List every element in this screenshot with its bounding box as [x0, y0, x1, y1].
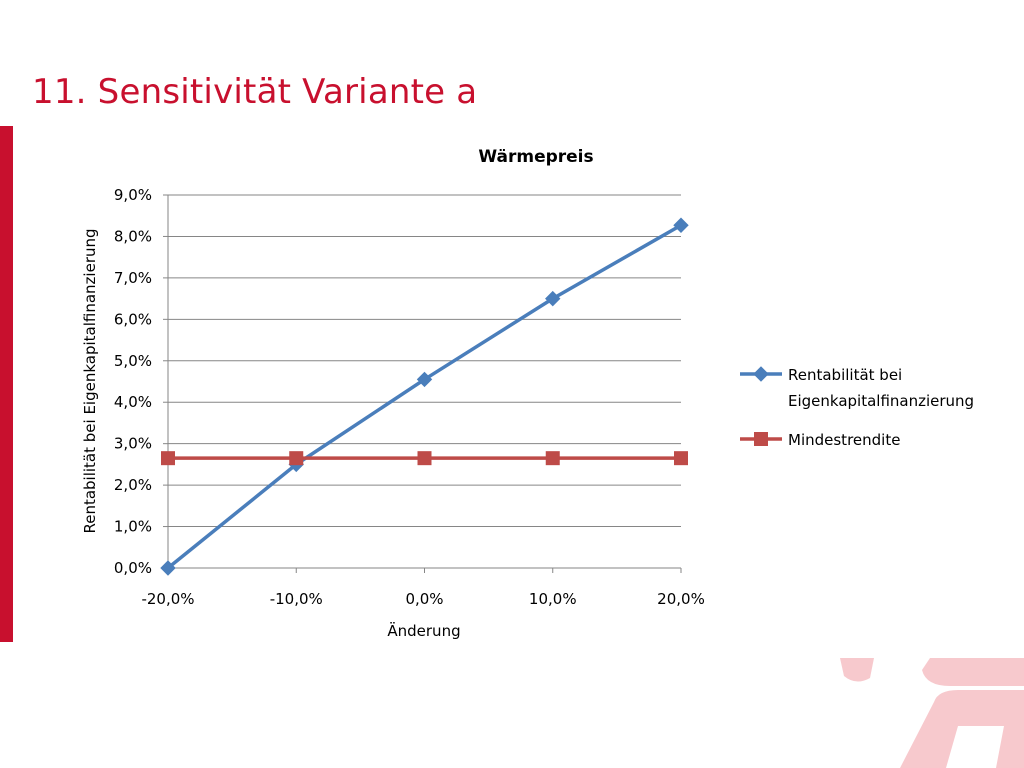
legend-label: Mindestrendite	[788, 431, 900, 449]
x-axis-label: Änderung	[387, 621, 460, 640]
legend-marker	[754, 432, 768, 446]
data-point	[417, 451, 432, 466]
y-tick-label: 1,0%	[114, 518, 152, 536]
series-line	[166, 223, 682, 570]
y-tick-label: 8,0%	[114, 227, 152, 245]
y-tick-label: 9,0%	[114, 186, 152, 204]
gridlines	[168, 194, 681, 528]
y-tick-label: 7,0%	[114, 269, 152, 287]
x-tick-label: 10,0%	[529, 590, 577, 608]
x-axis-ticks: -20,0% -10,0% 0,0% 10,0% 20,0%	[141, 568, 705, 608]
y-tick-label: 5,0%	[114, 352, 152, 370]
legend-label: Rentabilität bei	[788, 366, 902, 384]
y-tick-label: 3,0%	[114, 435, 152, 453]
legend-entry: Mindestrendite	[740, 431, 900, 449]
legend-marker	[753, 366, 769, 382]
y-tick-label: 4,0%	[114, 393, 152, 411]
data-point	[674, 451, 688, 466]
data-point	[161, 451, 175, 466]
x-tick-label: -10,0%	[270, 590, 323, 608]
data-point	[160, 560, 176, 576]
series-lines	[160, 217, 689, 576]
accent-bar	[0, 126, 13, 642]
x-tick-label: -20,0%	[141, 590, 194, 608]
brand-logo-fragment	[840, 658, 1024, 768]
legend-label: Eigenkapitalfinanzierung	[788, 392, 974, 410]
data-point	[673, 217, 689, 233]
data-point	[416, 371, 433, 388]
chart-title: Wärmepreis	[478, 147, 593, 167]
y-tick-label: 0,0%	[114, 559, 152, 577]
y-tick-label: 2,0%	[114, 476, 152, 494]
series-rentabilitaet	[160, 217, 689, 576]
y-tick-label: 6,0%	[114, 310, 152, 328]
series-mindestrendite	[161, 451, 688, 466]
y-axis-label: Rentabilität bei Eigenkapitalfinanzierun…	[81, 228, 99, 533]
legend: Rentabilität bei Eigenkapitalfinanzierung…	[740, 366, 974, 449]
x-tick-label: 0,0%	[405, 590, 443, 608]
y-axis-ticks: 0,0% 1,0% 2,0% 3,0% 4,0% 5,0% 6,0% 7,0% 8,0% 9,0%	[114, 186, 168, 577]
legend-entry: Rentabilität bei Eigenkapitalfinanzierung	[740, 366, 974, 410]
data-point	[289, 451, 304, 466]
slide-title: 11. Sensitivität Variante a	[32, 72, 478, 112]
x-tick-label: 20,0%	[657, 590, 705, 608]
data-point	[545, 451, 560, 466]
data-point	[545, 290, 561, 307]
